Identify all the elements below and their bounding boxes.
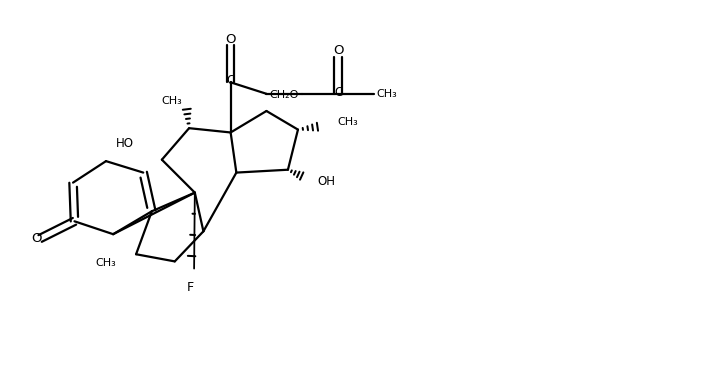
- Text: O: O: [31, 232, 42, 245]
- Text: CH₃: CH₃: [95, 258, 116, 268]
- Text: HO: HO: [116, 137, 134, 151]
- Text: CH₂O: CH₂O: [270, 90, 299, 100]
- Text: O: O: [225, 33, 236, 46]
- Text: C: C: [334, 86, 342, 99]
- Text: CH₃: CH₃: [162, 96, 182, 106]
- Text: CH₃: CH₃: [337, 117, 358, 127]
- Text: F: F: [187, 281, 194, 294]
- Text: O: O: [333, 44, 344, 57]
- Text: CH₃: CH₃: [376, 89, 397, 99]
- Text: OH: OH: [318, 175, 336, 188]
- Text: C: C: [227, 74, 235, 87]
